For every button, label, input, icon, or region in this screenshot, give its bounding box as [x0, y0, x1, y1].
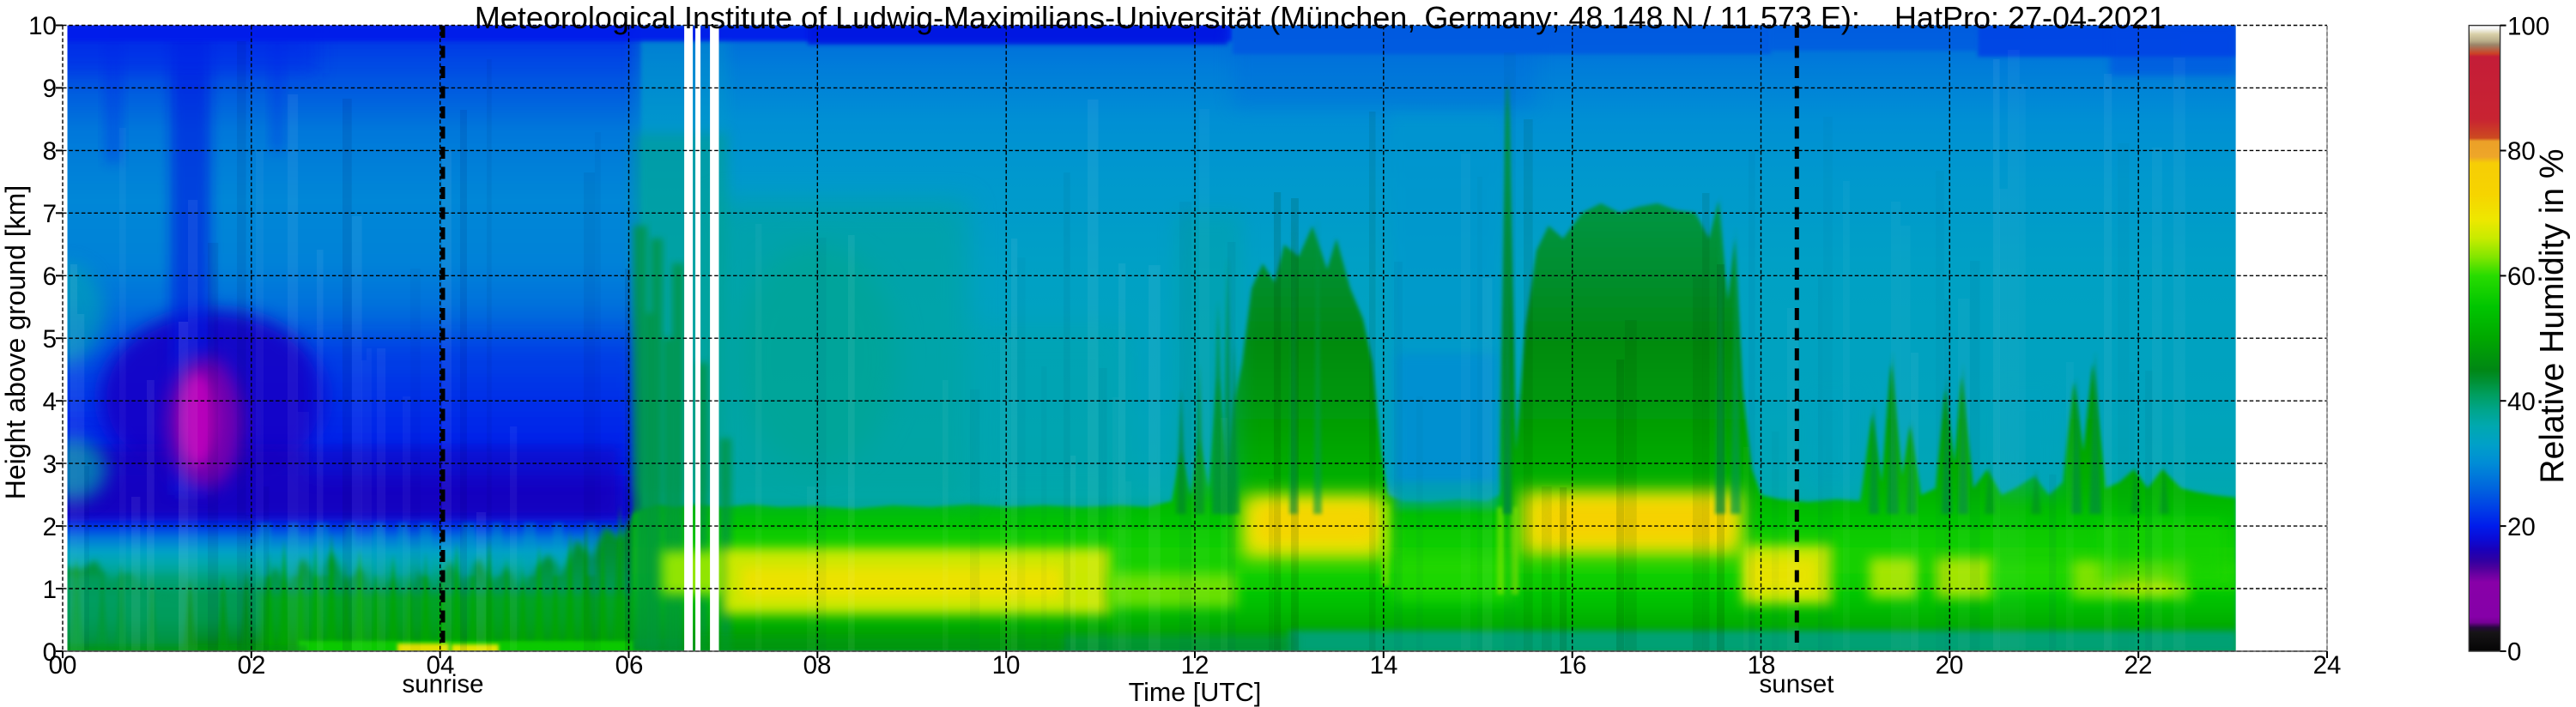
svg-text:40: 40	[2507, 388, 2536, 416]
svg-text:3: 3	[43, 450, 57, 479]
svg-text:20: 20	[1936, 651, 1964, 680]
svg-text:Time [UTC]: Time [UTC]	[1129, 678, 1262, 707]
svg-text:80: 80	[2507, 137, 2536, 166]
svg-text:18: 18	[1748, 651, 1776, 680]
svg-text:100: 100	[2507, 12, 2549, 40]
svg-text:06: 06	[615, 651, 644, 680]
svg-text:04: 04	[427, 651, 455, 680]
svg-text:60: 60	[2507, 263, 2536, 291]
svg-text:12: 12	[1181, 651, 1209, 680]
svg-text:1: 1	[43, 576, 57, 604]
svg-text:2: 2	[43, 513, 57, 541]
svg-text:5: 5	[43, 325, 57, 354]
svg-text:20: 20	[2507, 513, 2536, 541]
svg-text:14: 14	[1370, 651, 1398, 680]
svg-text:6: 6	[43, 263, 57, 291]
svg-text:24: 24	[2313, 651, 2342, 680]
svg-text:7: 7	[43, 200, 57, 228]
svg-text:sunset: sunset	[1760, 670, 1834, 698]
svg-text:4: 4	[43, 388, 57, 416]
svg-text:0: 0	[2507, 638, 2521, 667]
svg-text:00: 00	[49, 651, 77, 680]
svg-text:9: 9	[43, 75, 57, 103]
svg-text:sunrise: sunrise	[402, 670, 483, 698]
svg-text:Height above ground [km]: Height above ground [km]	[0, 185, 31, 499]
svg-text:0: 0	[43, 638, 57, 667]
svg-text:02: 02	[238, 651, 266, 680]
svg-text:Relative Humidity in %: Relative Humidity in %	[2534, 148, 2571, 483]
svg-text:16: 16	[1559, 651, 1587, 680]
svg-text:08: 08	[803, 651, 832, 680]
svg-text:22: 22	[2124, 651, 2153, 680]
svg-text:8: 8	[43, 137, 57, 166]
svg-text:Meteorological Institute of Lu: Meteorological Institute of Ludwig-Maxim…	[475, 0, 2166, 35]
svg-text:10: 10	[28, 12, 57, 40]
svg-text:10: 10	[992, 651, 1021, 680]
